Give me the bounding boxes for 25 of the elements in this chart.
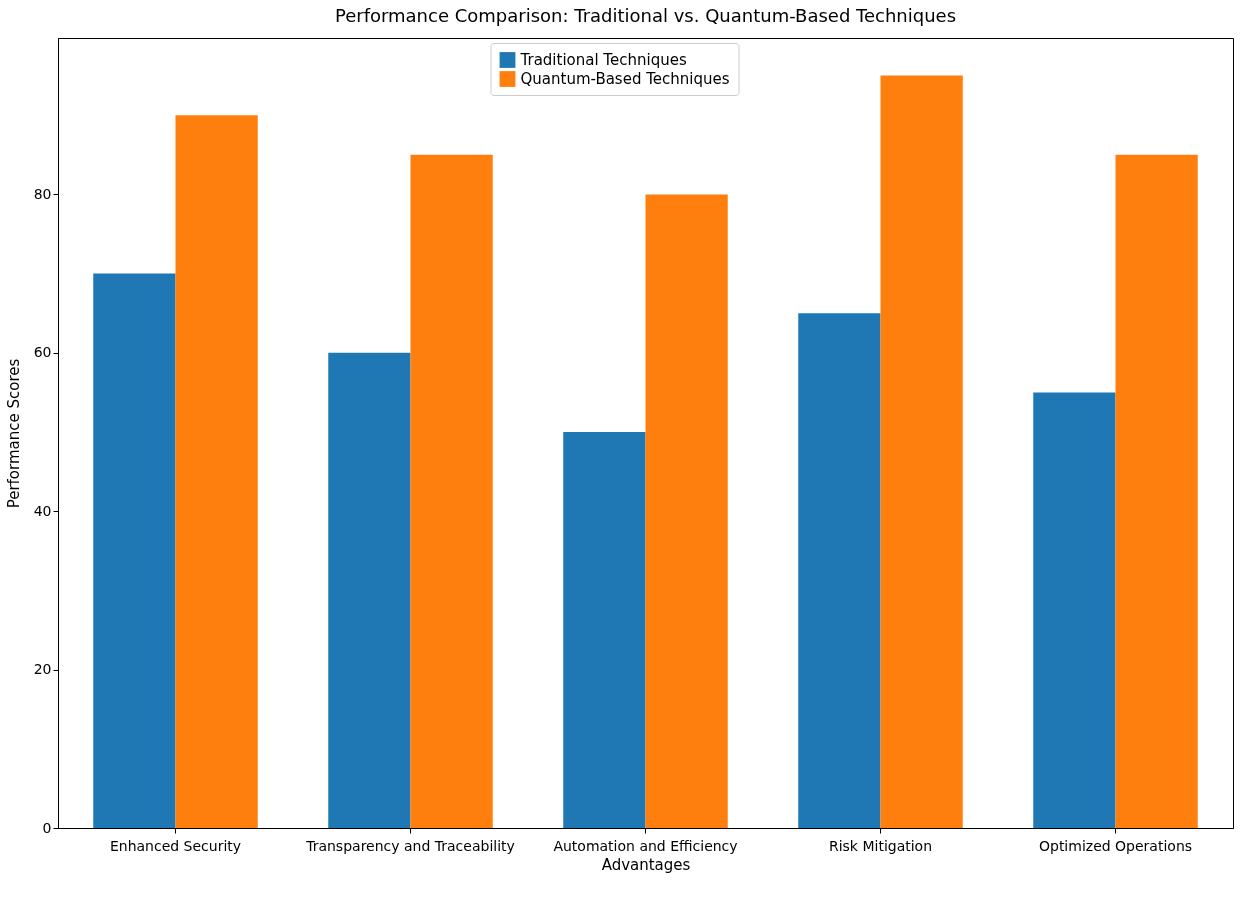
chart-title: Performance Comparison: Traditional vs. Quantum-Based Techniques [334,5,957,26]
bar [563,432,646,828]
bar [880,75,963,828]
bar [1115,154,1198,828]
x-tick-label: Automation and Efficiency [553,837,738,854]
x-tick-label: Enhanced Security [109,837,242,854]
x-axis-title: Advantages [601,855,691,874]
bar [798,313,881,828]
legend-label: Quantum-Based Techniques [520,70,730,88]
bar [93,273,176,828]
bar [1033,392,1116,828]
bar [410,154,493,828]
bar [645,194,728,828]
y-tick-label: 20 [33,661,52,678]
y-tick-label: 60 [33,344,52,361]
x-tick-label: Risk Mitigation [828,837,933,854]
y-axis-title: Performance Scores [4,358,23,509]
y-tick-label: 80 [33,185,52,202]
x-tick-label: Optimized Operations [1038,837,1193,854]
bar [328,352,411,828]
y-tick-label: 0 [42,819,52,836]
legend-label: Traditional Techniques [519,51,687,69]
bar [175,115,258,828]
x-tick-label: Transparency and Traceability [305,837,515,854]
y-tick-label: 40 [33,502,52,519]
